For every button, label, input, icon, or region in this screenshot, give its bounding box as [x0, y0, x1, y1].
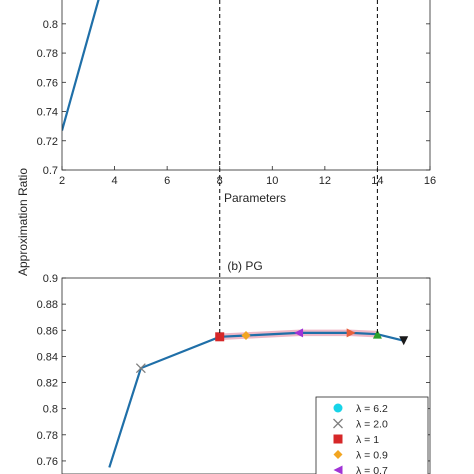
- data-point-marker: [399, 336, 409, 346]
- legend-label: λ = 2.0: [356, 419, 388, 431]
- y-tick-label: 0.8: [43, 404, 58, 416]
- y-tick-label: 0.74: [37, 107, 58, 119]
- x-tick-label: 6: [164, 175, 170, 187]
- data-point-marker: [294, 328, 304, 338]
- y-tick-label: 0.82: [37, 0, 58, 2]
- legend-marker: [333, 418, 343, 429]
- y-tick-label: 0.86: [37, 325, 58, 337]
- x-tick-label: 4: [112, 175, 118, 187]
- y-tick-label: 0.84: [37, 351, 58, 363]
- x-axis-label: Parameters: [224, 191, 286, 205]
- data-point-marker: [346, 328, 356, 338]
- legend-label: λ = 0.9: [356, 450, 388, 462]
- legend-marker: [333, 434, 343, 444]
- y-tick-label: 0.88: [37, 299, 58, 311]
- top-panel: 0.7 0.72 0.74 0.76 0.78 0.8 0.82 2 4 6 8 10 12 14 16: [37, 0, 436, 187]
- data-point-marker: [215, 332, 225, 342]
- y-tick-label: 0.72: [37, 136, 58, 148]
- legend-marker: [333, 450, 343, 459]
- legend: λ = 6.2 λ = 2.0 λ = 1 λ = 0.9 λ = 0.7: [315, 396, 429, 474]
- y-tick-label: 0.7: [43, 165, 58, 177]
- x-tick-label: 12: [319, 175, 331, 187]
- data-point-marker: [241, 330, 251, 340]
- series-line: [108, 331, 404, 468]
- series-line: [62, 0, 100, 131]
- y-tick-label: 0.8: [43, 19, 58, 31]
- y-tick-label: 0.76: [37, 77, 58, 89]
- x-tick-label: 8: [217, 175, 223, 187]
- legend-label: λ = 6.2: [356, 403, 388, 415]
- x-tick-label: 16: [424, 175, 436, 187]
- y-tick-label: 0.78: [37, 48, 58, 60]
- reference-lines: [219, 0, 378, 335]
- chart-title: (b) PG: [227, 259, 262, 273]
- x-tick-label: 14: [371, 175, 383, 187]
- y-tick-label: 0.82: [37, 378, 58, 390]
- x-tick-label: 2: [59, 175, 65, 187]
- plot-area: [62, 0, 100, 131]
- y-tick-label: 0.78: [37, 430, 58, 442]
- data-point-marker: [135, 363, 146, 374]
- bottom-panel: 0.760.780.80.820.840.860.880.9λ = 6.2λ =…: [37, 273, 431, 474]
- figure-labels: Parameters Approximation Ratio (b) PG: [16, 168, 286, 276]
- y-tick-label: 0.9: [43, 273, 58, 285]
- x-tick-label: 10: [266, 175, 278, 187]
- axes-box: [61, 277, 431, 474]
- y-axis-label: Approximation Ratio: [16, 168, 30, 276]
- axes-box: [61, 0, 431, 171]
- plot-area: [108, 328, 409, 468]
- y-tick-label: 0.76: [37, 456, 58, 468]
- data-point-marker: [372, 329, 382, 339]
- legend-marker: [333, 465, 343, 474]
- legend-label: λ = 1: [356, 434, 379, 446]
- legend-label: λ = 0.7: [356, 465, 388, 474]
- legend-marker: [333, 403, 343, 413]
